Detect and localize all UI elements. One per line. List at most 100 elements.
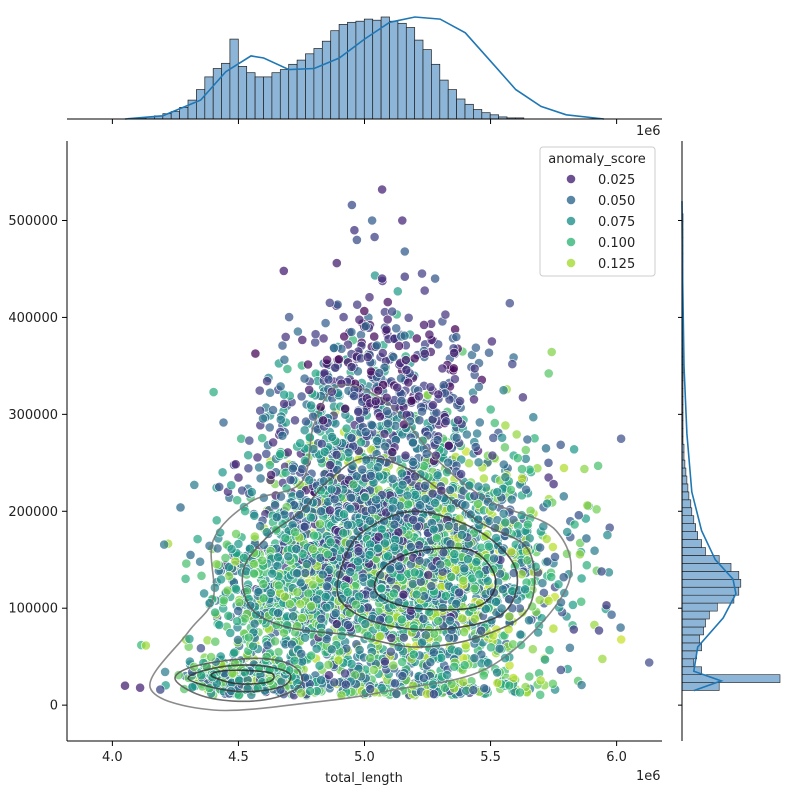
scatter-point (273, 608, 283, 618)
scatter-point (392, 286, 403, 297)
scatter-point (495, 568, 505, 579)
scatter-point (267, 568, 278, 579)
scatter-point (486, 642, 496, 653)
scatter-point (517, 473, 527, 484)
scatter-point (184, 634, 195, 644)
scatter-point (280, 533, 291, 544)
scatter-point (527, 644, 538, 655)
top-histogram-bar (380, 16, 390, 120)
scatter-point (283, 551, 294, 562)
scatter-point (382, 418, 393, 429)
scatter-point (411, 333, 422, 344)
scatter-point (173, 670, 184, 680)
scatter-point (499, 442, 510, 453)
scatter-point (543, 457, 554, 468)
scatter-point (248, 641, 259, 651)
scatter-point (504, 611, 515, 622)
scatter-point (370, 396, 381, 407)
scatter-point (222, 585, 233, 596)
top-histogram-bar (355, 20, 365, 120)
scatter-point (291, 568, 302, 579)
right-histogram-bar (681, 578, 742, 588)
top-histogram-bar (439, 79, 449, 120)
scatter-point (160, 667, 170, 677)
scatter-point (211, 559, 222, 570)
x-axis-ticks: 4.0 4.5 5.0 5.5 6.0 (102, 119, 627, 765)
scatter-point (277, 430, 288, 441)
scatter-point (210, 607, 220, 618)
scatter-point (266, 469, 277, 480)
scatter-point (317, 569, 328, 580)
scatter-points (120, 184, 655, 701)
scatter-point (323, 659, 334, 670)
scatter-point (318, 333, 329, 344)
top-histogram-bar (422, 49, 432, 120)
scatter-point (329, 677, 340, 688)
scatter-point (408, 515, 419, 525)
scatter-point (275, 448, 286, 459)
scatter-point (400, 450, 411, 461)
scatter-point (543, 595, 554, 606)
scatter-point (512, 453, 523, 463)
scatter-point (255, 521, 266, 531)
right-histogram-bar (681, 594, 735, 604)
scatter-point (442, 670, 452, 680)
scatter-point (482, 576, 493, 586)
scatter-point (301, 559, 312, 569)
scatter-point (504, 298, 515, 309)
scatter-point (389, 678, 400, 689)
scatter-point (299, 373, 310, 384)
scatter-point (544, 645, 555, 655)
scatter-point (469, 363, 480, 374)
scatter-point (542, 556, 553, 567)
scatter-point (492, 667, 502, 678)
scatter-point (230, 583, 241, 594)
scatter-point (440, 591, 451, 601)
scatter-point (279, 398, 289, 409)
scatter-point (140, 640, 151, 651)
scatter-point (426, 581, 437, 591)
scatter-point (457, 613, 468, 624)
scatter-point (505, 484, 516, 495)
scatter-point (354, 314, 365, 325)
scatter-point (387, 503, 398, 514)
scatter-point (565, 642, 575, 653)
scatter-point (433, 616, 444, 626)
scatter-point (425, 382, 436, 392)
scatter-point (297, 334, 308, 345)
scatter-point (428, 400, 438, 410)
scatter-point (314, 519, 325, 529)
scatter-point (417, 637, 427, 648)
scatter-point (341, 423, 352, 434)
scatter-point (460, 500, 471, 511)
scatter-point (209, 582, 220, 593)
scatter-point (435, 559, 446, 570)
scatter-point (419, 285, 430, 296)
top-histogram-bar (321, 40, 332, 120)
scatter-point (346, 659, 357, 669)
scatter-point (319, 446, 330, 457)
scatter-point (491, 597, 501, 607)
scatter-point (596, 566, 607, 577)
scatter-point (299, 521, 310, 532)
scatter-point (461, 429, 472, 440)
scatter-point (438, 547, 449, 558)
scatter-point (249, 510, 260, 521)
right-histogram-bar (681, 563, 732, 572)
scatter-point (295, 438, 306, 449)
scatter-point (459, 627, 469, 637)
scatter-point (401, 364, 412, 375)
scatter-point (470, 441, 481, 452)
scatter-point (342, 519, 353, 530)
scatter-point (331, 449, 342, 460)
scatter-point (569, 519, 580, 530)
scatter-point (336, 630, 347, 641)
scatter-point (534, 595, 545, 605)
scatter-point (542, 498, 553, 509)
scatter-point (366, 420, 377, 430)
scatter-point (300, 632, 310, 643)
scatter-point (361, 454, 372, 465)
scatter-point (290, 415, 300, 426)
scatter-point (441, 416, 451, 427)
scatter-point (305, 512, 316, 523)
